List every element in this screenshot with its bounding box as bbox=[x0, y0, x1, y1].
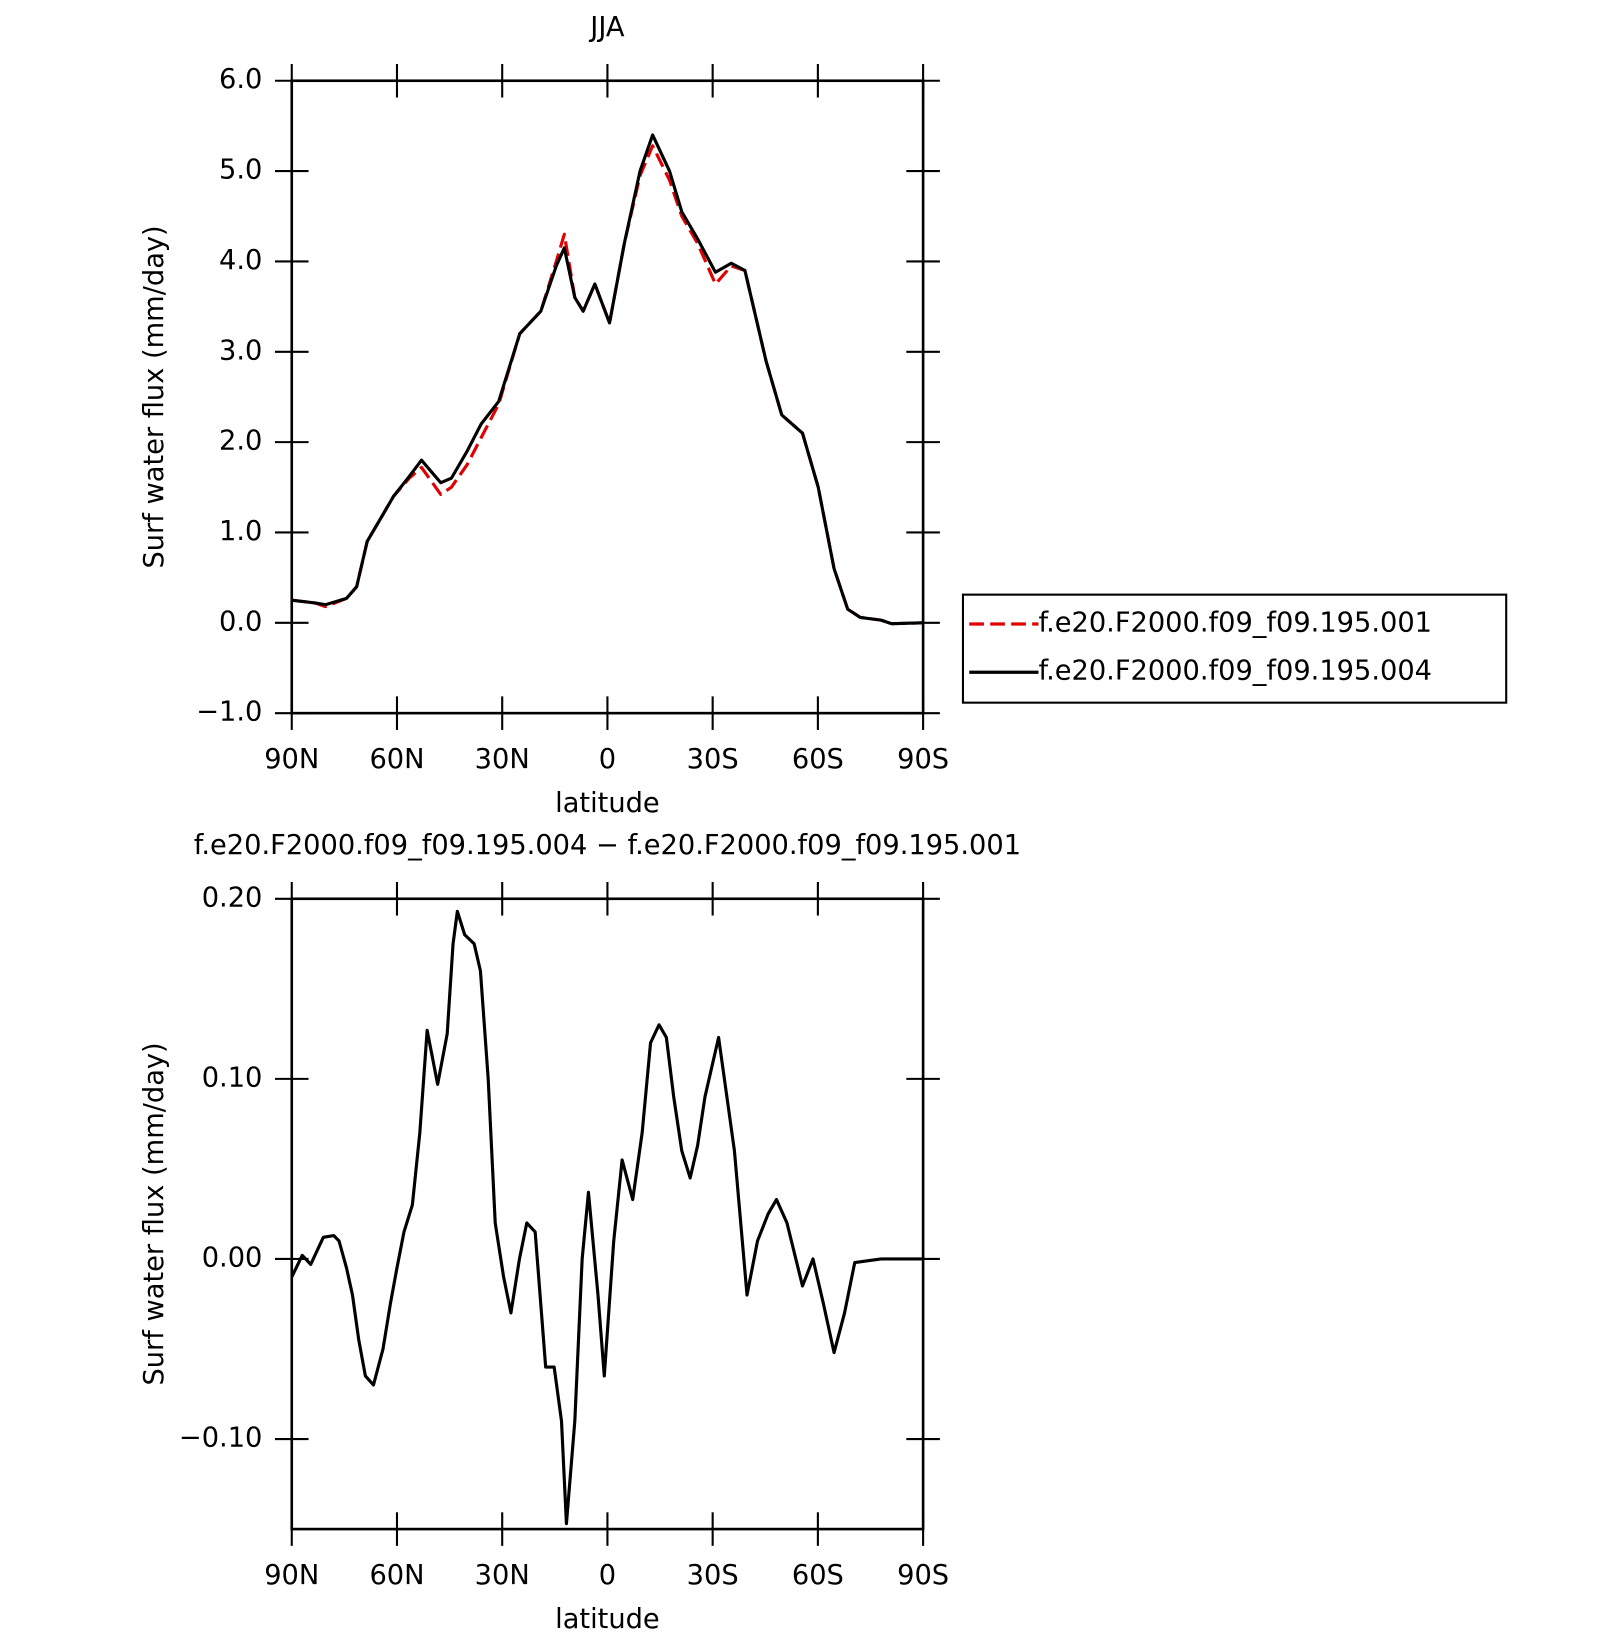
y-tick-label: 3.0 bbox=[219, 335, 262, 366]
x-tick-label: 60N bbox=[369, 744, 424, 775]
x-tick-label: 0 bbox=[599, 1560, 616, 1591]
x-tick-label: 90N bbox=[264, 744, 319, 775]
x-axis-label: latitude bbox=[555, 788, 660, 819]
chart-title: f.e20.F2000.f09_f09.195.004 − f.e20.F200… bbox=[194, 830, 1021, 861]
data-line bbox=[291, 144, 924, 626]
y-tick-label: 1.0 bbox=[219, 516, 262, 547]
y-tick-label: 5.0 bbox=[219, 155, 262, 186]
x-tick-label: 60S bbox=[792, 1560, 844, 1591]
x-tick-label: 30S bbox=[687, 744, 739, 775]
y-tick-label: −0.10 bbox=[179, 1423, 263, 1454]
y-tick-label: 0.00 bbox=[202, 1242, 263, 1273]
x-tick-label: 60S bbox=[792, 744, 844, 775]
x-axis-label: latitude bbox=[555, 1604, 660, 1635]
x-tick-label: 0 bbox=[599, 744, 616, 775]
y-axis-label: Surf water flux (mm/day) bbox=[139, 225, 170, 568]
x-tick-label: 90S bbox=[897, 1560, 949, 1591]
plot-frame bbox=[290, 897, 925, 1531]
y-tick-label: 0.0 bbox=[219, 606, 262, 637]
y-tick-label: 0.10 bbox=[202, 1062, 263, 1093]
x-tick-label: 30N bbox=[475, 744, 530, 775]
y-tick-label: 2.0 bbox=[219, 426, 262, 457]
chart-title: JJA bbox=[588, 12, 625, 43]
x-tick-label: 90S bbox=[897, 744, 949, 775]
plot-frame bbox=[290, 79, 925, 715]
legend-box bbox=[961, 593, 1508, 704]
data-line bbox=[290, 909, 924, 1526]
legend-label: f.e20.F2000.f09_f09.195.004 bbox=[1038, 656, 1432, 687]
y-tick-label: −1.0 bbox=[196, 697, 262, 728]
x-tick-label: 60N bbox=[369, 1560, 424, 1591]
y-axis-label: Surf water flux (mm/day) bbox=[139, 1042, 170, 1385]
x-tick-label: 30S bbox=[687, 1560, 739, 1591]
y-tick-label: 4.0 bbox=[219, 245, 262, 276]
y-tick-label: 6.0 bbox=[219, 64, 262, 95]
y-tick-label: 0.20 bbox=[202, 882, 263, 913]
x-tick-label: 30N bbox=[475, 1560, 530, 1591]
data-line bbox=[291, 133, 924, 626]
x-tick-label: 90N bbox=[264, 1560, 319, 1591]
legend-label: f.e20.F2000.f09_f09.195.001 bbox=[1038, 608, 1432, 639]
